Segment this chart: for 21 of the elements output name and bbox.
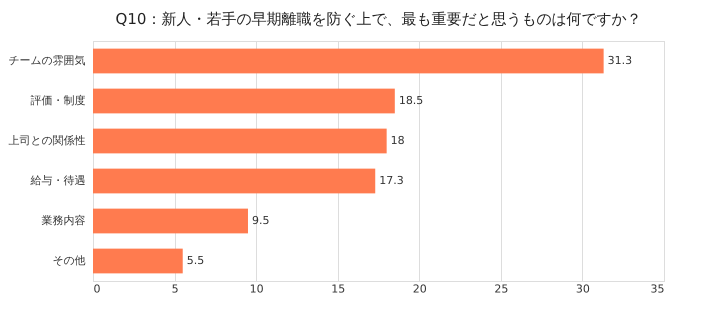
x-tick-label: 0 (94, 282, 100, 296)
y-tick-label: チームの雰囲気 (8, 54, 86, 67)
x-tick-label: 5 (172, 282, 179, 296)
y-tick-label: 給与・待遇 (30, 174, 86, 187)
x-tick-label: 35 (650, 282, 664, 296)
data-label: 5.5 (186, 254, 204, 267)
y-tick-label: 上司との関係性 (8, 134, 86, 147)
x-tick-label: 25 (494, 282, 508, 296)
x-tick-label: 30 (576, 282, 590, 296)
x-tick-label: 20 (412, 282, 427, 296)
x-tick-label: 10 (250, 282, 264, 296)
x-tick-label: 15 (331, 282, 346, 296)
data-label: 9.5 (252, 214, 270, 227)
data-label: 18 (390, 134, 405, 147)
y-tick-label: 業務内容 (42, 214, 86, 227)
y-tick-label: 評価・制度 (30, 94, 86, 107)
data-label: 31.3 (608, 54, 632, 67)
data-label: 17.3 (379, 174, 404, 187)
chart-title: Q10：新人・若手の早期離職を防ぐ上で、最も重要だと思うものは何ですか？ (116, 10, 642, 28)
data-label: 18.5 (398, 94, 424, 107)
y-tick-label: その他 (52, 254, 86, 267)
